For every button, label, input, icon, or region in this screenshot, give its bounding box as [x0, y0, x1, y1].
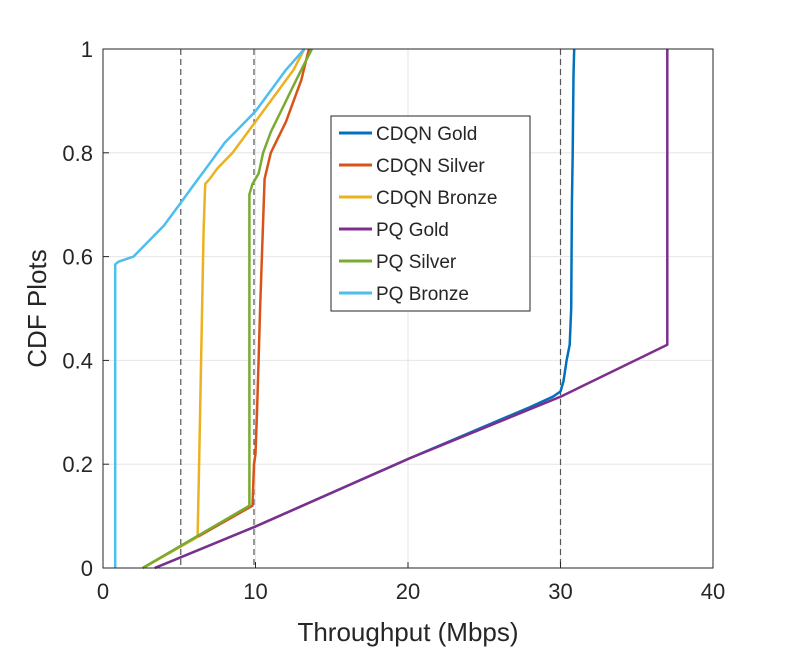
y-tick-label: 0.2	[62, 452, 93, 477]
x-tick-label: 0	[97, 579, 109, 604]
y-tick-label: 0.8	[62, 141, 93, 166]
tick-layer: 0 10 20 30 40 0 0.2 0.4 0.6 0.8 1	[62, 37, 725, 604]
x-axis-label: Throughput (Mbps)	[297, 617, 518, 647]
series-line-pq-silver	[142, 48, 314, 570]
y-axis-label: CDF Plots	[22, 249, 52, 367]
x-tick-label: 30	[548, 579, 572, 604]
x-tick-label: 40	[701, 579, 725, 604]
legend-label: PQ Gold	[376, 220, 449, 241]
legend-box	[330, 115, 531, 312]
legend-label: CDQN Silver	[376, 156, 485, 177]
series-line-pq-bronze	[113, 48, 306, 568]
y-tick-label: 1	[81, 37, 93, 62]
series-line-cdqn-silver	[142, 48, 311, 570]
legend: CDQN Gold CDQN Silver CDQN Bronze PQ Gold PQ…	[330, 115, 531, 312]
y-tick-label: 0.6	[62, 245, 93, 270]
y-tick-label: 0.4	[62, 348, 93, 373]
x-tick-label: 20	[396, 579, 420, 604]
series-line-pq-gold	[154, 49, 669, 570]
series-line-cdqn-bronze	[142, 48, 306, 570]
x-tick-label: 10	[243, 579, 267, 604]
legend-label: PQ Silver	[376, 252, 457, 273]
y-tick-label: 0	[81, 556, 93, 581]
legend-label: CDQN Bronze	[376, 188, 497, 209]
legend-label: CDQN Gold	[376, 124, 477, 145]
legend-label: PQ Bronze	[376, 284, 469, 305]
series-layer	[113, 48, 669, 570]
